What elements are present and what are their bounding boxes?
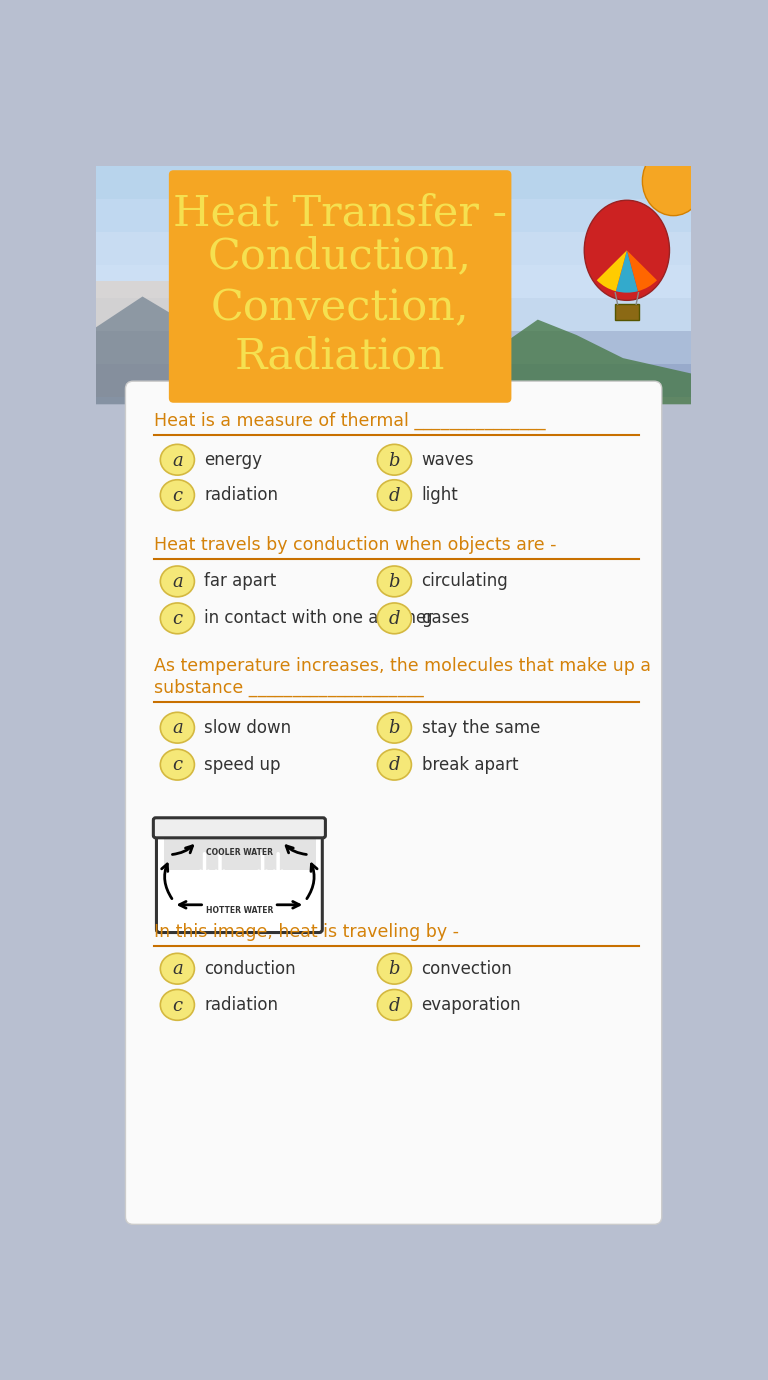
Text: break apart: break apart	[422, 756, 518, 774]
Text: conduction: conduction	[204, 959, 296, 977]
Text: a: a	[172, 451, 183, 469]
Text: c: c	[172, 487, 183, 505]
Text: d: d	[389, 487, 400, 505]
Ellipse shape	[377, 749, 412, 780]
Text: Heat Transfer -: Heat Transfer -	[173, 192, 507, 235]
Bar	[96, 232, 691, 265]
Text: Convection,: Convection,	[210, 287, 469, 328]
Text: gases: gases	[422, 610, 470, 628]
Text: b: b	[389, 573, 400, 591]
FancyBboxPatch shape	[157, 827, 323, 933]
Ellipse shape	[584, 200, 670, 301]
Text: Radiation: Radiation	[235, 335, 445, 378]
Text: b: b	[389, 451, 400, 469]
Polygon shape	[390, 320, 691, 404]
Ellipse shape	[377, 989, 412, 1020]
Ellipse shape	[161, 566, 194, 596]
Wedge shape	[616, 250, 638, 293]
Bar	[96, 282, 329, 396]
FancyBboxPatch shape	[125, 381, 662, 1224]
Text: a: a	[172, 960, 183, 978]
Text: c: c	[172, 996, 183, 1014]
Text: speed up: speed up	[204, 756, 281, 774]
Ellipse shape	[161, 989, 194, 1020]
Text: radiation: radiation	[204, 486, 279, 504]
Ellipse shape	[161, 749, 194, 780]
FancyBboxPatch shape	[169, 170, 511, 403]
Text: b: b	[389, 960, 400, 978]
Text: evaporation: evaporation	[422, 996, 521, 1014]
Bar	[96, 298, 691, 331]
Text: waves: waves	[422, 451, 474, 469]
Text: HOTTER WATER: HOTTER WATER	[206, 907, 273, 915]
Ellipse shape	[161, 712, 194, 742]
Text: Conduction,: Conduction,	[208, 236, 472, 277]
Bar	[96, 199, 691, 232]
Text: energy: energy	[204, 451, 263, 469]
Bar	[96, 331, 691, 363]
Text: a: a	[172, 719, 183, 737]
Ellipse shape	[377, 603, 412, 633]
Bar	[615, 304, 638, 320]
Text: d: d	[389, 756, 400, 774]
Ellipse shape	[161, 954, 194, 984]
Bar	[96, 166, 691, 199]
Text: In this image, heat is traveling by -: In this image, heat is traveling by -	[154, 923, 459, 941]
Text: a: a	[172, 573, 183, 591]
Text: d: d	[389, 610, 400, 628]
Ellipse shape	[161, 444, 194, 475]
Text: b: b	[389, 719, 400, 737]
Text: slow down: slow down	[204, 719, 292, 737]
Text: light: light	[422, 486, 458, 504]
Text: convection: convection	[422, 959, 512, 977]
Text: COOLER WATER: COOLER WATER	[206, 847, 273, 857]
Text: circulating: circulating	[422, 573, 508, 591]
Text: As temperature increases, the molecules that make up a: As temperature increases, the molecules …	[154, 657, 651, 675]
Text: Heat is a measure of thermal _______________: Heat is a measure of thermal ___________…	[154, 413, 546, 431]
Ellipse shape	[161, 603, 194, 633]
Ellipse shape	[161, 480, 194, 511]
Polygon shape	[96, 284, 522, 404]
Text: far apart: far apart	[204, 573, 276, 591]
Text: c: c	[172, 756, 183, 774]
Text: radiation: radiation	[204, 996, 279, 1014]
Wedge shape	[627, 250, 657, 291]
Ellipse shape	[377, 712, 412, 742]
Bar	[96, 363, 691, 396]
Bar	[96, 265, 691, 298]
Ellipse shape	[377, 444, 412, 475]
Text: stay the same: stay the same	[422, 719, 540, 737]
Text: in contact with one another: in contact with one another	[204, 610, 434, 628]
Text: d: d	[389, 996, 400, 1014]
Ellipse shape	[377, 566, 412, 596]
Text: Heat travels by conduction when objects are -: Heat travels by conduction when objects …	[154, 537, 557, 555]
Ellipse shape	[642, 146, 704, 215]
Ellipse shape	[377, 480, 412, 511]
Wedge shape	[597, 250, 627, 291]
Text: substance ____________________: substance ____________________	[154, 679, 424, 697]
FancyBboxPatch shape	[154, 818, 326, 838]
Bar	[164, 835, 316, 871]
Ellipse shape	[377, 954, 412, 984]
Text: c: c	[172, 610, 183, 628]
